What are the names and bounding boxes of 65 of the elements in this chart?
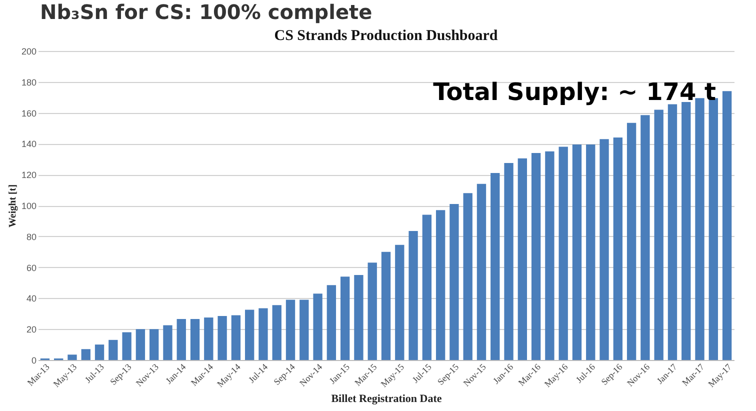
y-tick-label: 120 [21,170,36,180]
bar [695,98,704,360]
y-tick-label: 40 [26,294,36,304]
y-tick-label: 80 [26,232,36,242]
bar [518,158,528,360]
bar [600,139,609,360]
bar [94,344,104,360]
y-tick-label: 140 [21,139,36,150]
y-tick-label: 160 [21,108,36,118]
y-tick-label: 100 [21,201,36,211]
bar [436,210,446,360]
bar [586,144,596,360]
bar [258,308,268,360]
bar [176,319,186,360]
bar [654,110,664,360]
bar [476,184,486,360]
bar [150,329,159,360]
y-tick-label: 0 [31,356,36,366]
bar [572,144,582,360]
bar [286,300,296,360]
bar [626,122,636,360]
annotation: Total Supply: ~ 174 t [433,78,716,106]
bar [300,300,309,360]
bar [463,193,472,360]
bar [313,294,322,360]
y-tick-label: 20 [26,324,36,335]
bar [708,98,718,360]
bar [231,315,241,360]
chart-title: CS Strands Production Dushboard [274,28,498,44]
bar [272,305,282,360]
bar [190,319,200,360]
bar [504,163,514,360]
bar [136,329,146,360]
bar [163,325,172,360]
bar [422,214,432,360]
bar [558,146,568,360]
y-tick-label: 200 [21,46,36,56]
bar [354,275,364,360]
bar [395,244,404,360]
bar [244,310,254,360]
bar [668,104,678,360]
bar [408,230,418,360]
bar [613,138,622,360]
bar [531,152,541,360]
bar [682,102,691,360]
bar [450,204,459,360]
bar [545,151,554,360]
bar [381,252,391,360]
bar [204,318,214,360]
bar [640,115,650,360]
bar [490,173,500,360]
bar [368,262,377,360]
y-axis-title: Weight [t] [7,184,18,228]
text: Nb₃Sn for CS: 100% complete [40,0,372,24]
bar [218,316,227,360]
bar [326,285,336,360]
bar [340,276,350,360]
x-axis-title: Billet Registration Date [331,393,442,406]
bar [722,91,732,360]
bar [122,332,132,360]
y-tick-label: 180 [21,77,36,88]
bar [108,340,118,360]
y-tick-label: 60 [26,262,36,273]
bar [68,354,77,360]
bar [81,349,90,360]
